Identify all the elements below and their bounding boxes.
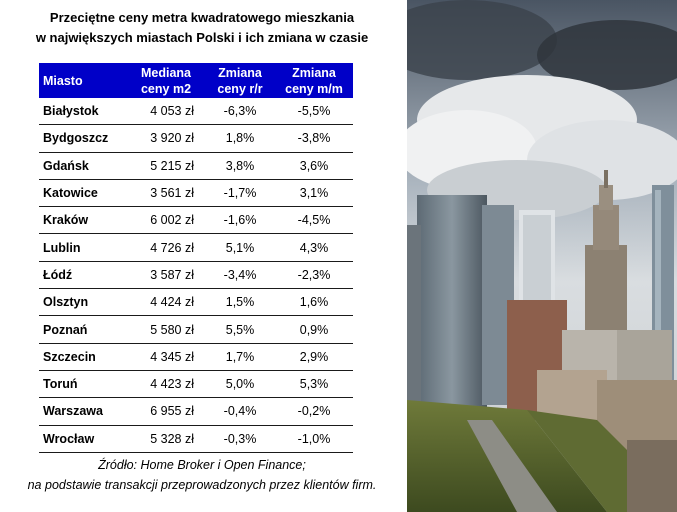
cell-yoy: 3,8%: [205, 152, 275, 180]
table-row: Szczecin 4 345 zł 1,7% 2,9%: [39, 343, 353, 371]
table-row: Warszawa 6 955 zł -0,4% -0,2%: [39, 397, 353, 426]
cell-city: Wrocław: [39, 425, 127, 453]
cell-city: Gdańsk: [39, 152, 127, 180]
cell-mom: -3,8%: [275, 124, 353, 153]
table-row: Katowice 3 561 zł -1,7% 3,1%: [39, 179, 353, 208]
table-row: Olsztyn 4 424 zł 1,5% 1,6%: [39, 288, 353, 317]
cell-city: Olsztyn: [39, 288, 127, 317]
table-row: Kraków 6 002 zł -1,6% -4,5%: [39, 206, 353, 235]
cell-median: 5 580 zł: [127, 315, 205, 344]
header-yoy-line2: ceny r/r: [217, 81, 263, 96]
cell-median: 4 053 zł: [127, 98, 205, 126]
cell-mom: -1,0%: [275, 425, 353, 453]
header-mom-line1: Zmiana: [292, 65, 336, 80]
cell-yoy: 5,1%: [205, 233, 275, 262]
cell-yoy: -1,7%: [205, 179, 275, 208]
header-mom-line2: ceny m/m: [285, 81, 343, 96]
table-header-row: Miasto Mediana ceny m2 Zmiana ceny r/r Z…: [39, 63, 353, 98]
table-row: Białystok 4 053 zł -6,3% -5,5%: [39, 98, 353, 126]
cell-median: 3 587 zł: [127, 261, 205, 290]
cell-median: 4 424 zł: [127, 288, 205, 317]
cell-median: 4 423 zł: [127, 370, 205, 399]
cell-mom: 2,9%: [275, 343, 353, 371]
header-median-line2: ceny m2: [140, 81, 192, 96]
table-row: Toruń 4 423 zł 5,0% 5,3%: [39, 370, 353, 399]
cell-mom: -0,2%: [275, 397, 353, 426]
cell-mom: 5,3%: [275, 370, 353, 399]
title-line-1: Przeciętne ceny metra kwadratowego miesz…: [49, 10, 355, 25]
cell-yoy: 1,7%: [205, 343, 275, 371]
header-yoy: Zmiana ceny r/r: [205, 63, 275, 98]
source-line-2: na podstawie transakcji przeprowadzonych…: [27, 478, 377, 492]
cell-city: Szczecin: [39, 343, 127, 371]
cell-median: 6 955 zł: [127, 397, 205, 426]
cell-median: 5 328 zł: [127, 425, 205, 453]
cell-yoy: 1,8%: [205, 124, 275, 153]
cell-median: 4 726 zł: [127, 233, 205, 262]
cell-mom: 4,3%: [275, 233, 353, 262]
table-row: Gdańsk 5 215 zł 3,8% 3,6%: [39, 152, 353, 180]
cell-mom: -4,5%: [275, 206, 353, 235]
page-title: Przeciętne ceny metra kwadratowego miesz…: [0, 8, 404, 48]
source-note: Źródło: Home Broker i Open Finance; na p…: [0, 455, 404, 495]
table-row: Wrocław 5 328 zł -0,3% -1,0%: [39, 425, 353, 453]
cell-mom: 3,6%: [275, 152, 353, 180]
cell-yoy: -0,3%: [205, 425, 275, 453]
cell-city: Lublin: [39, 233, 127, 262]
table-row: Poznań 5 580 zł 5,5% 0,9%: [39, 315, 353, 344]
table-row: Lublin 4 726 zł 5,1% 4,3%: [39, 233, 353, 262]
header-city: Miasto: [39, 63, 127, 98]
warsaw-skyline-photo: [407, 0, 677, 512]
cell-mom: -2,3%: [275, 261, 353, 290]
cell-city: Kraków: [39, 206, 127, 235]
cell-city: Łódź: [39, 261, 127, 290]
cell-yoy: 1,5%: [205, 288, 275, 317]
table-row: Łódź 3 587 zł -3,4% -2,3%: [39, 261, 353, 290]
title-line-2: w największych miastach Polski i ich zmi…: [35, 30, 369, 45]
cell-city: Bydgoszcz: [39, 124, 127, 153]
cell-mom: 3,1%: [275, 179, 353, 208]
cell-yoy: -3,4%: [205, 261, 275, 290]
source-line-1: Źródło: Home Broker i Open Finance;: [98, 458, 306, 472]
cell-median: 5 215 zł: [127, 152, 205, 180]
cell-yoy: -1,6%: [205, 206, 275, 235]
cell-yoy: -0,4%: [205, 397, 275, 426]
cell-median: 4 345 zł: [127, 343, 205, 371]
header-yoy-line1: Zmiana: [218, 65, 262, 80]
cell-city: Warszawa: [39, 397, 127, 426]
cell-yoy: 5,5%: [205, 315, 275, 344]
cell-yoy: 5,0%: [205, 370, 275, 399]
cell-median: 3 561 zł: [127, 179, 205, 208]
cell-city: Białystok: [39, 98, 127, 126]
price-table: Miasto Mediana ceny m2 Zmiana ceny r/r Z…: [39, 63, 353, 453]
cell-mom: 1,6%: [275, 288, 353, 317]
cell-city: Katowice: [39, 179, 127, 208]
table-row: Bydgoszcz 3 920 zł 1,8% -3,8%: [39, 124, 353, 153]
table-body: Białystok 4 053 zł -6,3% -5,5% Bydgoszcz 3 92…: [39, 98, 353, 453]
cell-mom: 0,9%: [275, 315, 353, 344]
header-mom: Zmiana ceny m/m: [275, 63, 353, 98]
cell-city: Toruń: [39, 370, 127, 399]
header-median: Mediana ceny m2: [127, 63, 205, 98]
header-median-line1: Mediana: [140, 65, 191, 80]
price-table-panel: Przeciętne ceny metra kwadratowego miesz…: [0, 8, 404, 495]
cell-median: 3 920 zł: [127, 124, 205, 153]
cell-median: 6 002 zł: [127, 206, 205, 235]
cell-yoy: -6,3%: [205, 98, 275, 126]
cell-city: Poznań: [39, 315, 127, 344]
cell-mom: -5,5%: [275, 98, 353, 126]
